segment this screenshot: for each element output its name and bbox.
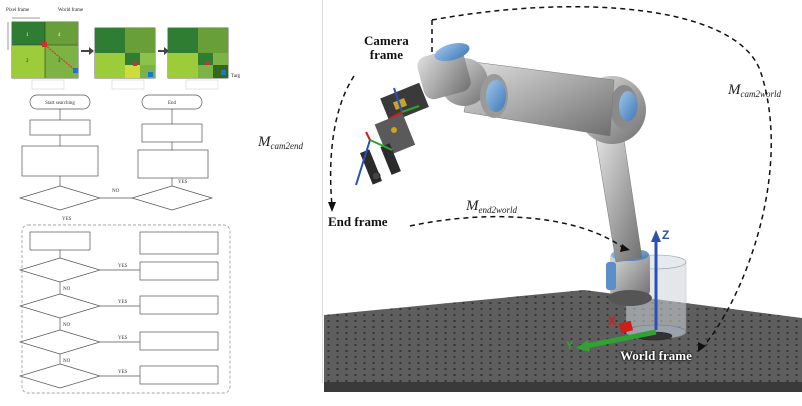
search-algorithm-panel: 1 4 2 3 Pixel frame World frame bbox=[0, 0, 244, 401]
arrow-step-1 bbox=[81, 47, 94, 55]
yes-label-main: YES bbox=[62, 217, 72, 222]
grid-step-3: Target bbox=[167, 27, 244, 90]
robot-scene bbox=[324, 6, 802, 392]
quadrant-1-label: 1 bbox=[26, 33, 29, 38]
transform-curves bbox=[329, 6, 772, 349]
algorithm-diagram: 1 4 2 3 Pixel frame World frame bbox=[6, 8, 244, 394]
grid-step-2 bbox=[94, 27, 156, 90]
yes-label-q2: YES bbox=[118, 336, 128, 341]
no-label-1: NO bbox=[112, 189, 120, 194]
no-label-q4: NO bbox=[63, 287, 71, 292]
no-label-q1: NO bbox=[63, 323, 71, 328]
quadrant-2-label: 2 bbox=[26, 59, 29, 64]
curve-arrowheads bbox=[328, 202, 706, 352]
yes-label-q4: YES bbox=[118, 264, 128, 269]
robot-scene-panel: Camera frame End frame World frame Mcam2… bbox=[258, 0, 802, 401]
y-axis-label: Y bbox=[566, 340, 574, 352]
camera-frame-axes bbox=[389, 87, 420, 119]
x-axis-label: X bbox=[608, 314, 617, 328]
no-label-q2: NO bbox=[63, 359, 71, 364]
end-frame-axes bbox=[355, 131, 393, 186]
grid-step-1: 1 4 2 3 Pixel frame World frame bbox=[6, 8, 84, 90]
world-frame-axes bbox=[576, 230, 661, 352]
yes-label-q1: YES bbox=[118, 300, 128, 305]
camera-frame-label: Camera frame bbox=[364, 33, 409, 62]
yes-label-top: YES bbox=[178, 180, 188, 185]
m-end2world-label: Mend2world bbox=[466, 198, 518, 215]
arrow-step-2 bbox=[158, 47, 169, 55]
perforated-table bbox=[324, 290, 802, 382]
panel-divider bbox=[322, 0, 323, 383]
world-frame-label-right: World frame bbox=[620, 348, 692, 363]
m-cam2end-label: Mcam2end bbox=[258, 134, 303, 151]
world-frame-label: World frame bbox=[58, 8, 84, 13]
quadrant-4-label: 4 bbox=[58, 33, 61, 38]
end-frame-label: End frame bbox=[328, 214, 388, 229]
curve-end2world bbox=[409, 215, 627, 251]
robot-lower-arm bbox=[595, 139, 643, 263]
yes-label-q3: YES bbox=[118, 370, 128, 375]
end-label: End bbox=[168, 101, 177, 106]
flowchart: Start searching End NO YES YES bbox=[18, 94, 231, 394]
start-label: Start searching bbox=[45, 101, 75, 106]
z-axis-label: Z bbox=[662, 228, 670, 242]
curve-cam2world bbox=[431, 6, 772, 349]
target-label: Target bbox=[231, 74, 240, 79]
curve-cam2end bbox=[329, 75, 355, 207]
m-cam2world-label: Mcam2world bbox=[728, 82, 781, 99]
table-edge bbox=[324, 382, 802, 392]
gripper-assembly bbox=[359, 82, 429, 185]
robot-wrist-joints bbox=[417, 42, 508, 118]
pixel-frame-label: Pixel frame bbox=[6, 8, 30, 13]
quadrant-3-label: 3 bbox=[58, 59, 61, 64]
